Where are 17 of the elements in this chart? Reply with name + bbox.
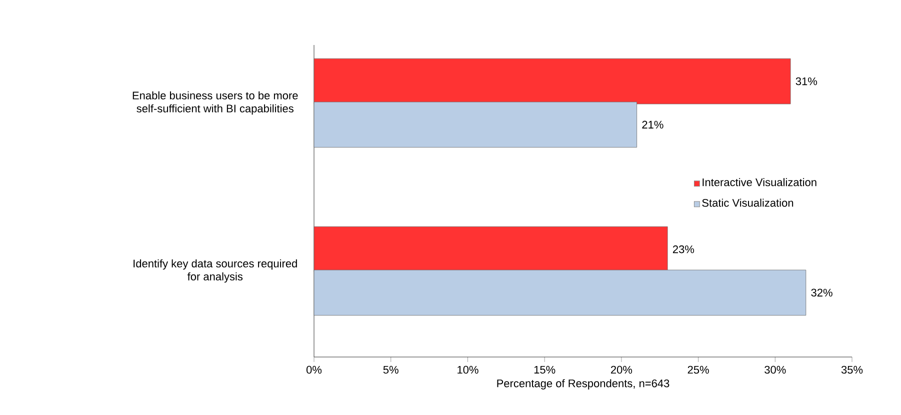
data-label: 32%	[811, 288, 832, 297]
legend-label: Interactive Visualization	[702, 178, 816, 186]
y-tick-label: Identify key data sources required for analysis	[134, 259, 297, 283]
x-tick-label: 10%	[458, 366, 478, 374]
x-tick-label: 5%	[383, 366, 398, 374]
x-tick-label: 20%	[610, 366, 632, 374]
data-label: 23%	[672, 245, 694, 254]
x-tick-label: 35%	[841, 366, 863, 374]
data-label: 21%	[642, 120, 664, 129]
x-tick-label: 25%	[688, 366, 709, 374]
x-tick-label: 0%	[306, 366, 322, 374]
y-tick-label: Enable business users to be more self-sufficient with BI capabilities	[132, 91, 298, 115]
x-axis-title: Percentage of Respondents, n=643	[497, 379, 670, 390]
x-tick-label: 30%	[764, 366, 786, 374]
x-tick-label: 15%	[534, 366, 556, 374]
legend-label: Static Visualization	[702, 198, 794, 207]
data-label: 31%	[796, 77, 818, 86]
